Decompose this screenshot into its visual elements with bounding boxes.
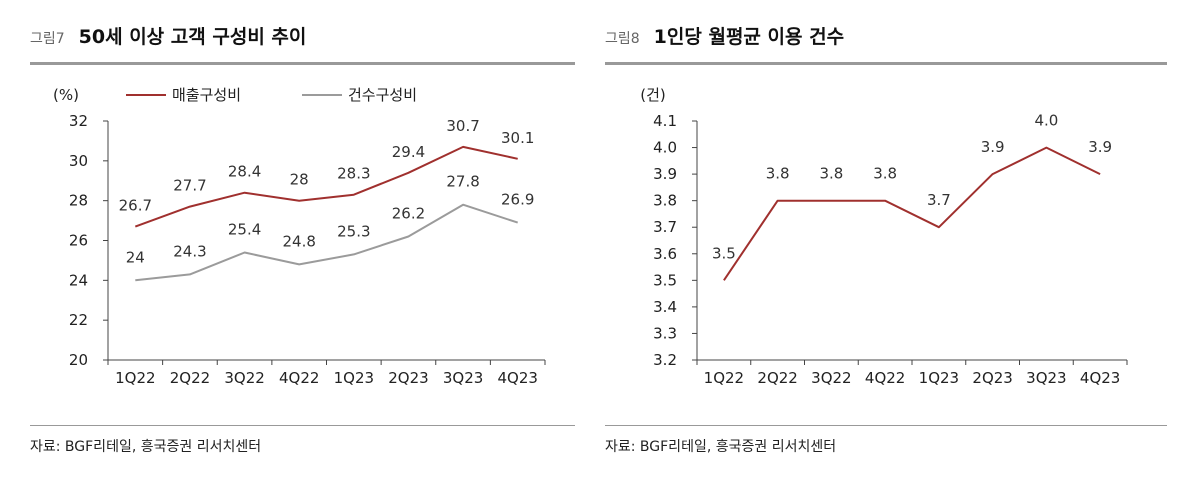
data-label: 3.5 — [712, 244, 736, 262]
data-label: 3.8 — [819, 165, 843, 183]
data-label: 26.7 — [119, 197, 152, 215]
y-tick-label: 32 — [69, 112, 88, 130]
data-label: 3.9 — [1088, 138, 1112, 156]
y-axis-unit-label: (건) — [640, 86, 666, 104]
x-tick-label: 3Q22 — [224, 369, 264, 387]
figure-8-panel: 그림8 1인당 월평균 이용 건수 (건) 3.2 3.3 3.4 3.5 3.6 3.7 3… — [605, 0, 1167, 478]
y-tick-label: 24 — [69, 271, 88, 289]
figure-7-label: 그림7 — [30, 31, 65, 47]
y-tick-label: 3.2 — [653, 351, 677, 369]
data-label: 24.3 — [173, 242, 206, 260]
data-label: 26.2 — [392, 205, 425, 223]
y-tick-label: 28 — [69, 192, 88, 210]
data-label: 25.4 — [228, 220, 261, 238]
y-tick-label: 20 — [69, 351, 88, 369]
data-label: 24 — [126, 248, 145, 266]
x-tick-label: 3Q22 — [811, 369, 851, 387]
y-tick-label: 22 — [69, 311, 88, 329]
figure-8-chart: (건) 3.2 3.3 3.4 3.5 3.6 3.7 3.8 3.9 4.0 4.1 1Q22 2Q2… — [640, 86, 1128, 387]
x-tick-label: 1Q22 — [704, 369, 744, 387]
figure-8-top-rule — [605, 62, 1167, 65]
y-tick-label: 30 — [69, 152, 88, 170]
x-tick-label: 4Q22 — [279, 369, 319, 387]
x-tick-label: 1Q23 — [919, 369, 959, 387]
figure-7-panel: 그림7 50세 이상 고객 구성비 추이 (%) 20 22 24 26 28 30 32 1Q… — [30, 0, 575, 478]
data-label: 26.9 — [501, 191, 534, 209]
y-tick-label: 3.4 — [653, 298, 677, 316]
y-tick-label: 4.0 — [653, 139, 677, 157]
figure-8-label: 그림8 — [605, 31, 640, 47]
x-tick-label: 1Q23 — [334, 369, 374, 387]
data-label: 27.8 — [446, 173, 479, 191]
y-tick-label: 3.6 — [653, 245, 677, 263]
y-tick-label: 4.1 — [653, 112, 677, 130]
series-line-1 — [723, 146, 1101, 281]
data-label: 30.1 — [501, 129, 534, 147]
x-tick-label: 2Q23 — [388, 369, 428, 387]
data-label: 24.8 — [282, 232, 315, 250]
data-label: 28 — [290, 171, 309, 189]
figure-7-header: 그림7 50세 이상 고객 구성비 추이 — [30, 22, 306, 54]
figure-7-bottom-rule — [30, 425, 575, 426]
data-label: 25.3 — [337, 222, 370, 240]
figure-7-top-rule — [30, 62, 575, 65]
x-tick-label: 4Q23 — [1080, 369, 1120, 387]
figure-8-bottom-rule — [605, 425, 1167, 426]
figure-7-source: 자료: BGF리테일, 흥국증권 리서치센터 — [30, 439, 262, 455]
x-tick-label: 2Q23 — [972, 369, 1012, 387]
data-label: 27.7 — [173, 177, 206, 195]
x-tick-label: 4Q22 — [865, 369, 905, 387]
y-tick-label: 3.5 — [653, 271, 677, 289]
x-tick-label: 2Q22 — [757, 369, 797, 387]
series-line-1 — [134, 145, 518, 228]
legend-label: 건수구성비 — [348, 86, 417, 104]
x-tick-label: 1Q22 — [115, 369, 155, 387]
legend-label: 매출구성비 — [172, 86, 241, 104]
figure-7-chart: (%) 20 22 24 26 28 30 32 1Q22 2Q22 3Q22 4Q22 1Q23 2Q2… — [53, 86, 546, 387]
figure-8-source: 자료: BGF리테일, 흥국증권 리서치센터 — [605, 439, 837, 455]
data-label: 28.4 — [228, 163, 261, 181]
y-tick-label: 3.8 — [653, 192, 677, 210]
y-tick-label: 3.9 — [653, 165, 677, 183]
data-label: 3.9 — [981, 138, 1005, 156]
figure-8-header: 그림8 1인당 월평균 이용 건수 — [605, 22, 844, 54]
x-tick-label: 4Q23 — [497, 369, 537, 387]
y-axis-unit-label: (%) — [53, 86, 79, 104]
y-tick-label: 3.3 — [653, 324, 677, 342]
data-label: 28.3 — [337, 165, 370, 183]
data-label: 4.0 — [1034, 112, 1058, 130]
series-line-2 — [135, 203, 519, 282]
y-tick-label: 26 — [69, 232, 88, 250]
figure-7-title: 50세 이상 고객 구성비 추이 — [78, 26, 307, 48]
data-label: 3.8 — [873, 165, 897, 183]
x-tick-label: 3Q23 — [443, 369, 483, 387]
y-tick-label: 3.7 — [653, 218, 677, 236]
x-tick-label: 3Q23 — [1026, 369, 1066, 387]
x-tick-label: 2Q22 — [170, 369, 210, 387]
figure-8-title: 1인당 월평균 이용 건수 — [653, 26, 845, 48]
data-label: 29.4 — [392, 143, 425, 161]
data-label: 30.7 — [446, 117, 479, 135]
data-label: 3.8 — [766, 165, 790, 183]
data-label: 3.7 — [927, 191, 951, 209]
